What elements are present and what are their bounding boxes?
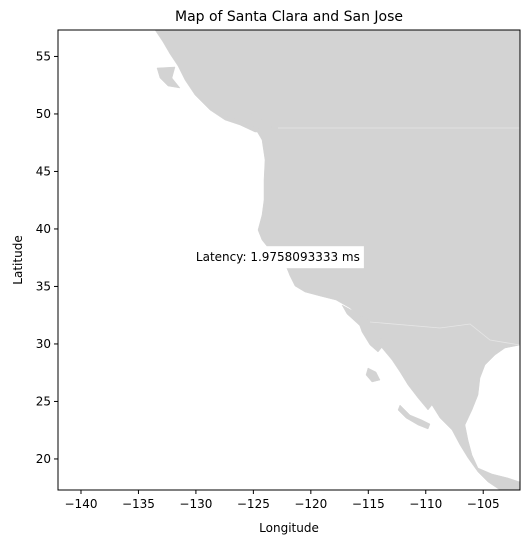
annotation-text: Latency: 1.9758093333 ms bbox=[196, 250, 360, 264]
y-tick-label: 45 bbox=[36, 164, 51, 178]
map-title: Map of Santa Clara and San Jose bbox=[175, 9, 403, 25]
x-tick-label: −125 bbox=[237, 497, 270, 511]
island-4 bbox=[365, 367, 381, 383]
annotation-box bbox=[191, 246, 364, 269]
x-tick-label: −135 bbox=[122, 497, 155, 511]
x-tick-label: −105 bbox=[467, 497, 500, 511]
y-axis: 20 25 30 35 40 45 50 55 bbox=[36, 49, 58, 466]
y-tick-label: 35 bbox=[36, 279, 51, 293]
x-tick-label: −115 bbox=[352, 497, 385, 511]
island-2 bbox=[209, 97, 269, 131]
x-axis: −140 −135 −130 −125 −120 −115 −110 −105 bbox=[65, 490, 500, 511]
y-axis-title: Latitude bbox=[11, 235, 25, 284]
plot-frame bbox=[57, 29, 521, 491]
y-tick-label: 20 bbox=[36, 452, 51, 466]
y-tick-label: 25 bbox=[36, 394, 51, 408]
y-tick-label: 55 bbox=[36, 49, 51, 63]
y-tick-label: 50 bbox=[36, 107, 51, 121]
x-tick-label: −120 bbox=[294, 497, 327, 511]
latency-annotation: Latency: 1.9758093333 ms bbox=[191, 246, 364, 269]
border-line bbox=[369, 321, 520, 346]
x-tick-label: −130 bbox=[179, 497, 212, 511]
baja-tip bbox=[397, 404, 431, 430]
x-tick-label: −110 bbox=[409, 497, 442, 511]
y-tick-label: 30 bbox=[36, 337, 51, 351]
x-axis-title: Longitude bbox=[259, 521, 319, 535]
island-1 bbox=[156, 66, 181, 89]
x-tick-label: −140 bbox=[65, 497, 98, 511]
y-tick-label: 40 bbox=[36, 222, 51, 236]
